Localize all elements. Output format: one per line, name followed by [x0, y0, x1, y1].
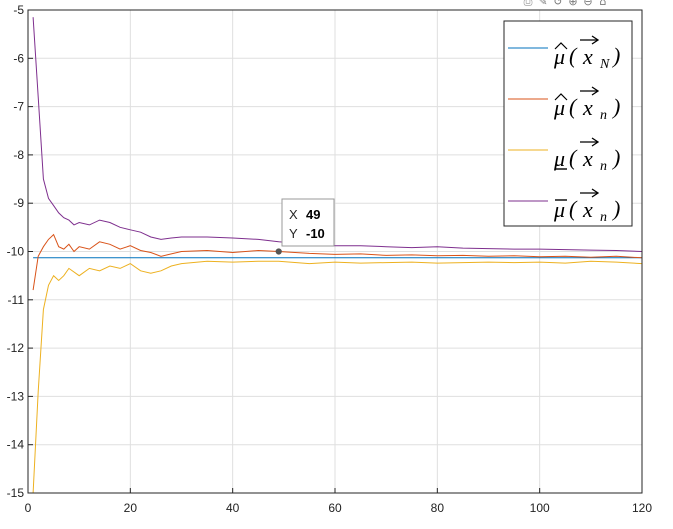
legend[interactable]: μ(x N)μ(x n)μ(x n)μ(x n) [503, 20, 633, 227]
vector-arrow-head [591, 35, 600, 45]
export-icon[interactable]: ⎙ [523, 0, 533, 8]
y-tick-label: -12 [7, 341, 25, 355]
legend-variable: x [582, 146, 593, 171]
y-tick-label: -15 [7, 486, 25, 500]
legend-item-2[interactable]: μ(x n) [508, 86, 620, 123]
x-tick-label: 120 [632, 501, 652, 515]
legend-paren-close: ) [611, 43, 620, 68]
y-tick-label: -11 [8, 293, 25, 307]
zoom-in-icon[interactable]: ⊕ [568, 0, 578, 8]
datatip-y-value: -10 [306, 226, 325, 241]
legend-variable: x [582, 95, 593, 120]
datatip-x-label: X [289, 207, 298, 222]
legend-paren-close: ) [611, 145, 620, 170]
datatip-box [281, 198, 335, 247]
rotate-icon[interactable]: ↺ [553, 0, 563, 8]
vector-arrow-head [591, 86, 600, 96]
home-icon[interactable]: ⌂ [599, 0, 607, 8]
series-line-2 [32, 233, 643, 291]
legend-item-1[interactable]: μ(x N) [508, 35, 620, 72]
x-axis: 0 20 40 60 80 100 120 [25, 488, 652, 515]
legend-subscript: n [600, 108, 607, 123]
legend-paren-close: ) [611, 196, 620, 221]
vector-arrow-head [591, 188, 600, 198]
legend-paren-open: ( [569, 145, 578, 170]
x-tick-label: 100 [530, 501, 550, 515]
series-line-3 [32, 260, 643, 494]
legend-symbol: μ [553, 95, 565, 120]
x-tick-label: 0 [25, 501, 32, 515]
series-lines [32, 17, 643, 494]
legend-subscript: n [600, 210, 607, 225]
datatip-y-label: Y [289, 226, 298, 241]
datatip[interactable]: X 49 Y -10 [275, 198, 335, 255]
legend-paren-open: ( [569, 94, 578, 119]
y-tick-label: -10 [7, 245, 25, 259]
legend-item-3[interactable]: μ(x n) [508, 137, 620, 174]
brush-icon[interactable]: ✎ [538, 0, 548, 8]
y-tick-label: -14 [7, 438, 25, 452]
hat-accent [554, 93, 568, 101]
x-tick-label: 60 [328, 501, 342, 515]
legend-paren-open: ( [569, 43, 578, 68]
legend-subscript: n [600, 159, 607, 174]
y-tick-label: -13 [7, 389, 25, 403]
legend-paren-close: ) [611, 94, 620, 119]
legend-box [503, 20, 633, 227]
vector-arrow-head [591, 137, 600, 147]
datatip-x-value: 49 [306, 207, 320, 222]
legend-paren-open: ( [569, 196, 578, 221]
legend-item-4[interactable]: μ(x n) [508, 188, 620, 225]
y-tick-label: -8 [13, 148, 24, 162]
hat-accent [554, 42, 568, 50]
y-tick-label: -5 [13, 3, 24, 17]
legend-variable: x [582, 197, 593, 222]
y-tick-label: -6 [13, 51, 24, 65]
zoom-out-icon[interactable]: ⊖ [583, 0, 593, 8]
legend-variable: x [582, 44, 593, 69]
legend-subscript: N [599, 57, 610, 72]
x-tick-label: 40 [226, 501, 240, 515]
x-tick-label: 80 [431, 501, 445, 515]
x-tick-label: 20 [124, 501, 138, 515]
axes-toolbar: ⎙ ✎ ↺ ⊕ ⊖ ⌂ [522, 0, 609, 8]
datatip-marker[interactable] [275, 248, 282, 255]
y-axis: -15 -14 -13 -12 -11 -10 -9 -8 -7 -6 -5 [7, 3, 33, 500]
y-tick-label: -7 [13, 100, 24, 114]
y-tick-label: -9 [13, 196, 24, 210]
legend-symbol: μ [553, 146, 565, 171]
legend-symbol: μ [553, 44, 565, 69]
series-line-4 [32, 17, 643, 252]
legend-symbol: μ [553, 197, 565, 222]
